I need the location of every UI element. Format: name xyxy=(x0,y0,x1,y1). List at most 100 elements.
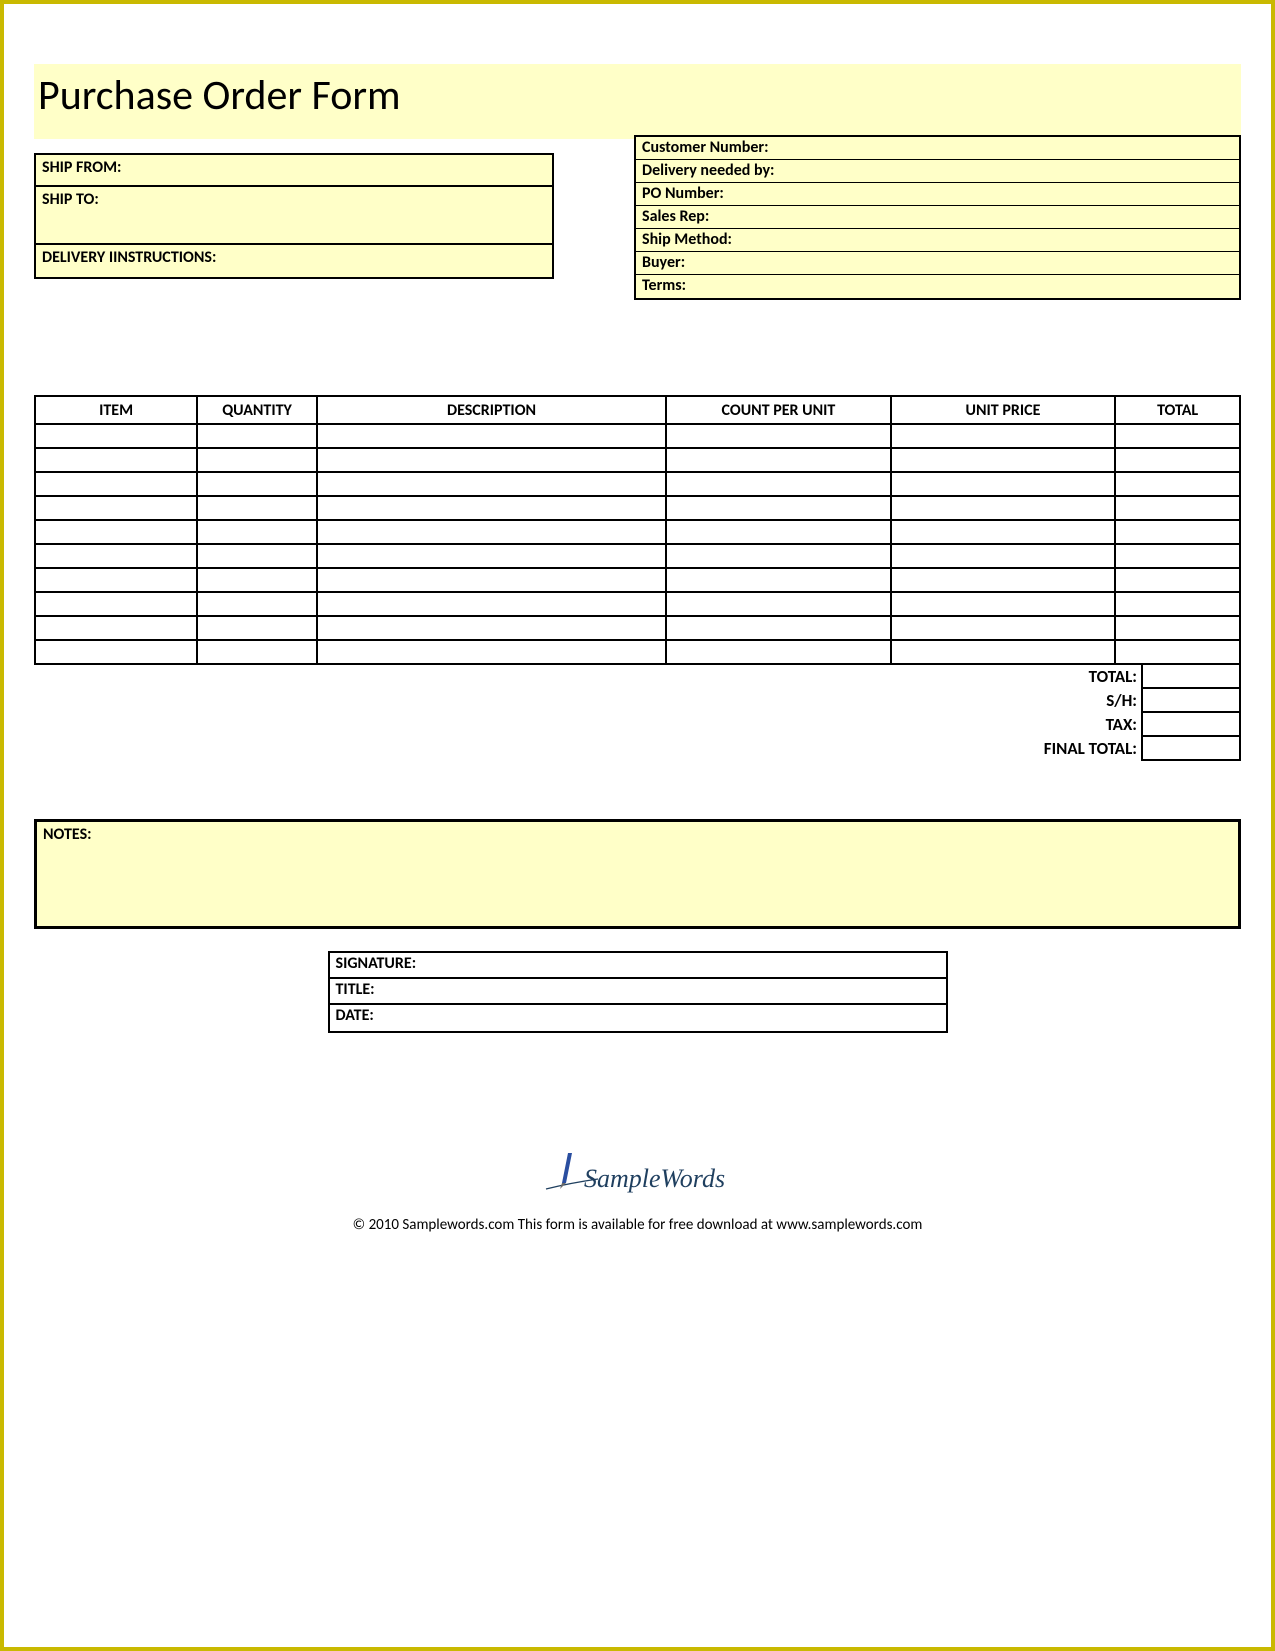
footer-text: © 2010 Samplewords.com This form is avai… xyxy=(34,1216,1241,1234)
meta-buyer: Buyer: xyxy=(636,252,1239,275)
table-cell xyxy=(666,616,891,640)
items-table: ITEM QUANTITY DESCRIPTION COUNT PER UNIT… xyxy=(34,395,1241,665)
table-row xyxy=(35,424,1240,448)
table-cell xyxy=(35,520,197,544)
meta-sales-rep: Sales Rep: xyxy=(636,206,1239,229)
notes-box: NOTES: xyxy=(34,819,1241,929)
table-row xyxy=(35,520,1240,544)
table-cell xyxy=(891,544,1116,568)
tax-value xyxy=(1141,713,1241,737)
samplewords-logo: SampleWords xyxy=(528,1143,748,1208)
logo-wrap: SampleWords xyxy=(34,1143,1241,1208)
ship-to-label: SHIP TO: xyxy=(36,187,552,245)
table-cell xyxy=(666,424,891,448)
meta-box: Customer Number: Delivery needed by: PO … xyxy=(634,135,1241,300)
total-value xyxy=(1141,665,1241,689)
svg-text:SampleWords: SampleWords xyxy=(584,1164,725,1193)
table-cell xyxy=(317,544,666,568)
table-cell xyxy=(317,592,666,616)
table-cell xyxy=(197,496,317,520)
table-cell xyxy=(197,568,317,592)
table-cell xyxy=(891,640,1116,664)
col-item: ITEM xyxy=(35,396,197,424)
table-cell xyxy=(1115,448,1240,472)
header-row: SHIP FROM: SHIP TO: DELIVERY IINSTRUCTIO… xyxy=(34,139,1241,300)
table-cell xyxy=(1115,640,1240,664)
table-cell xyxy=(197,472,317,496)
table-cell xyxy=(666,640,891,664)
col-total: TOTAL xyxy=(1115,396,1240,424)
table-cell xyxy=(1115,568,1240,592)
table-cell xyxy=(35,448,197,472)
table-cell xyxy=(35,592,197,616)
table-cell xyxy=(891,592,1116,616)
table-cell xyxy=(666,496,891,520)
table-cell xyxy=(35,424,197,448)
table-row xyxy=(35,472,1240,496)
table-cell xyxy=(35,544,197,568)
table-cell xyxy=(1115,592,1240,616)
items-header-row: ITEM QUANTITY DESCRIPTION COUNT PER UNIT… xyxy=(35,396,1240,424)
table-cell xyxy=(317,448,666,472)
table-cell xyxy=(666,472,891,496)
totals-section: TOTAL: S/H: TAX: FINAL TOTAL: xyxy=(34,665,1241,761)
table-cell xyxy=(891,472,1116,496)
table-cell xyxy=(1115,496,1240,520)
table-cell xyxy=(1115,544,1240,568)
date-label: DATE: xyxy=(330,1005,946,1031)
col-unit-price: UNIT PRICE xyxy=(891,396,1116,424)
table-cell xyxy=(891,496,1116,520)
table-cell xyxy=(317,472,666,496)
table-row xyxy=(35,568,1240,592)
table-cell xyxy=(197,544,317,568)
sh-value xyxy=(1141,689,1241,713)
delivery-instructions-label: DELIVERY IINSTRUCTIONS: xyxy=(36,245,552,277)
table-cell xyxy=(317,616,666,640)
table-cell xyxy=(35,472,197,496)
table-cell xyxy=(317,424,666,448)
table-cell xyxy=(666,520,891,544)
table-cell xyxy=(35,496,197,520)
table-cell xyxy=(891,448,1116,472)
table-cell xyxy=(666,568,891,592)
sh-label: S/H: xyxy=(1011,689,1141,713)
table-row xyxy=(35,496,1240,520)
final-total-value xyxy=(1141,737,1241,761)
table-cell xyxy=(317,568,666,592)
table-cell xyxy=(666,592,891,616)
meta-terms: Terms: xyxy=(636,275,1239,298)
table-cell xyxy=(666,544,891,568)
table-row xyxy=(35,544,1240,568)
meta-po-number: PO Number: xyxy=(636,183,1239,206)
table-cell xyxy=(197,592,317,616)
table-cell xyxy=(891,616,1116,640)
final-total-label: FINAL TOTAL: xyxy=(1011,737,1141,761)
notes-label: NOTES: xyxy=(43,825,92,844)
table-row xyxy=(35,616,1240,640)
ship-box: SHIP FROM: SHIP TO: DELIVERY IINSTRUCTIO… xyxy=(34,153,554,279)
table-cell xyxy=(1115,472,1240,496)
table-cell xyxy=(197,520,317,544)
col-count-per-unit: COUNT PER UNIT xyxy=(666,396,891,424)
table-cell xyxy=(197,424,317,448)
signature-label: SIGNATURE: xyxy=(330,953,946,979)
ship-from-label: SHIP FROM: xyxy=(36,155,552,187)
total-label: TOTAL: xyxy=(1011,665,1141,689)
meta-customer-number: Customer Number: xyxy=(636,137,1239,160)
table-row xyxy=(35,640,1240,664)
table-cell xyxy=(197,448,317,472)
table-cell xyxy=(317,640,666,664)
table-cell xyxy=(35,568,197,592)
meta-ship-method: Ship Method: xyxy=(636,229,1239,252)
signature-box: SIGNATURE: TITLE: DATE: xyxy=(328,951,948,1033)
col-description: DESCRIPTION xyxy=(317,396,666,424)
meta-delivery-needed: Delivery needed by: xyxy=(636,160,1239,183)
table-cell xyxy=(35,616,197,640)
tax-label: TAX: xyxy=(1011,713,1141,737)
table-cell xyxy=(197,640,317,664)
table-cell xyxy=(35,640,197,664)
table-cell xyxy=(1115,616,1240,640)
table-cell xyxy=(317,496,666,520)
table-row xyxy=(35,592,1240,616)
table-cell xyxy=(891,520,1116,544)
